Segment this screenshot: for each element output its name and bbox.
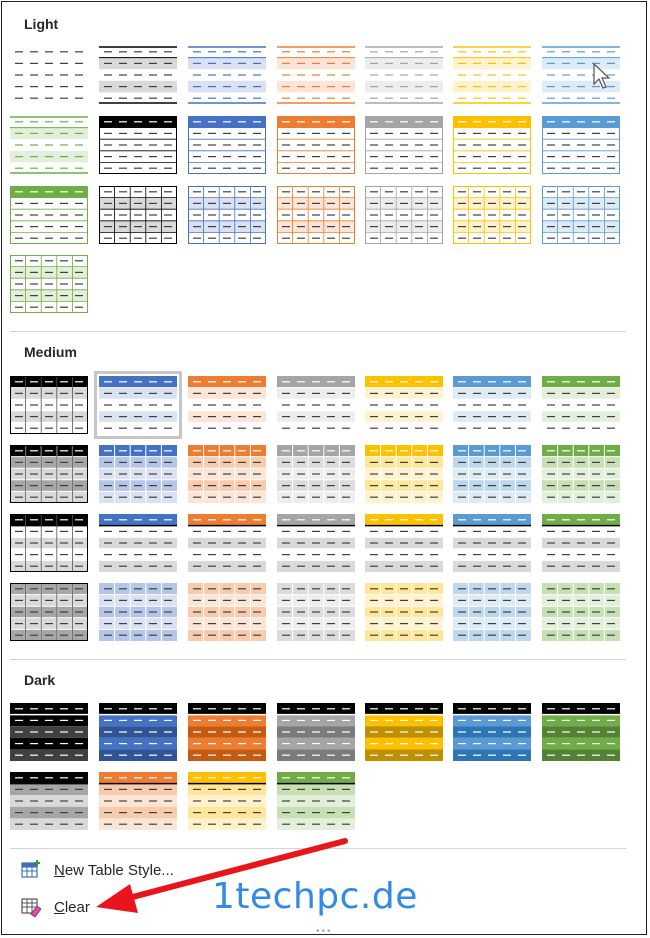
table-style-d1-grn[interactable]: [542, 703, 620, 761]
table-style-m4-grn[interactable]: [542, 583, 620, 641]
table-style-m1-grn[interactable]: [542, 376, 620, 434]
section-title-dark: Dark: [24, 672, 56, 688]
table-style-l-gry[interactable]: [365, 46, 443, 104]
table-style-g-lbl[interactable]: [542, 186, 620, 244]
table-style-m4-gry[interactable]: [277, 583, 355, 641]
table-add-icon: [20, 859, 42, 881]
table-style-l-org[interactable]: [277, 46, 355, 104]
table-style-g-blk[interactable]: [99, 186, 177, 244]
table-style-d1-blu[interactable]: [99, 703, 177, 761]
table-style-l-none[interactable]: [10, 46, 88, 104]
section-divider: [10, 848, 626, 849]
table-style-m4-blu[interactable]: [99, 583, 177, 641]
new-table-style-button[interactable]: New Table Style...: [20, 857, 174, 883]
table-style-d1-gry[interactable]: [277, 703, 355, 761]
table-style-h-grn[interactable]: [10, 186, 88, 244]
table-style-m2-lbl[interactable]: [453, 445, 531, 503]
table-clear-icon: [20, 896, 42, 918]
table-style-h-org[interactable]: [277, 116, 355, 174]
table-style-g-blu[interactable]: [188, 186, 266, 244]
table-style-m1-gry[interactable]: [277, 376, 355, 434]
table-style-m1-org[interactable]: [188, 376, 266, 434]
table-style-m3-gry[interactable]: [277, 514, 355, 572]
mouse-pointer-icon: [593, 62, 611, 89]
table-style-g-org[interactable]: [277, 186, 355, 244]
table-style-m1-blu[interactable]: [94, 371, 182, 439]
table-style-m4-lbl[interactable]: [453, 583, 531, 641]
table-style-m2-org[interactable]: [188, 445, 266, 503]
table-style-l-grn[interactable]: [10, 116, 88, 174]
new-table-style-label: New Table Style...: [54, 861, 174, 879]
resize-grip[interactable]: •••: [316, 926, 333, 937]
table-style-m2-grn[interactable]: [542, 445, 620, 503]
table-style-m3-lbl[interactable]: [453, 514, 531, 572]
section-title-light: Light: [24, 16, 59, 32]
table-style-d2-yel[interactable]: [188, 772, 266, 830]
table-style-m2-blu[interactable]: [99, 445, 177, 503]
watermark: 1techpc.de: [212, 876, 418, 917]
table-style-d2-blk[interactable]: [10, 772, 88, 830]
table-style-l-yel[interactable]: [453, 46, 531, 104]
table-style-h-lbl[interactable]: [542, 116, 620, 174]
table-style-h-gry[interactable]: [365, 116, 443, 174]
table-style-d1-blk[interactable]: [10, 703, 88, 761]
table-style-m3-org[interactable]: [188, 514, 266, 572]
table-style-m4-org[interactable]: [188, 583, 266, 641]
table-style-d2-grn[interactable]: [277, 772, 355, 830]
table-style-h-blu[interactable]: [188, 116, 266, 174]
table-style-h-blk[interactable]: [99, 116, 177, 174]
table-style-l-blu[interactable]: [188, 46, 266, 104]
table-style-m1-lbl[interactable]: [453, 376, 531, 434]
table-style-h-yel[interactable]: [453, 116, 531, 174]
table-style-m2-blk[interactable]: [10, 445, 88, 503]
table-style-d1-lbl[interactable]: [453, 703, 531, 761]
table-style-g-gry[interactable]: [365, 186, 443, 244]
table-style-m4-yel[interactable]: [365, 583, 443, 641]
table-style-m3-blk[interactable]: [10, 514, 88, 572]
section-divider: [10, 659, 626, 660]
clear-button[interactable]: Clear: [20, 894, 90, 920]
table-style-l-blk[interactable]: [99, 46, 177, 104]
table-style-d1-org[interactable]: [188, 703, 266, 761]
section-title-medium: Medium: [24, 344, 77, 360]
table-style-m1-blk[interactable]: [10, 376, 88, 434]
table-style-g-yel[interactable]: [453, 186, 531, 244]
table-style-m3-blu[interactable]: [99, 514, 177, 572]
clear-label: Clear: [54, 898, 90, 916]
table-style-g-grn[interactable]: [10, 255, 88, 313]
table-style-m3-yel[interactable]: [365, 514, 443, 572]
table-style-m1-yel[interactable]: [365, 376, 443, 434]
table-style-m2-yel[interactable]: [365, 445, 443, 503]
section-divider: [10, 331, 626, 332]
table-style-m2-gry[interactable]: [277, 445, 355, 503]
table-style-d1-yel[interactable]: [365, 703, 443, 761]
table-style-m3-grn[interactable]: [542, 514, 620, 572]
table-style-l-lbl[interactable]: [542, 46, 620, 104]
table-style-m4-blk[interactable]: [10, 583, 88, 641]
table-style-d2-org[interactable]: [99, 772, 177, 830]
